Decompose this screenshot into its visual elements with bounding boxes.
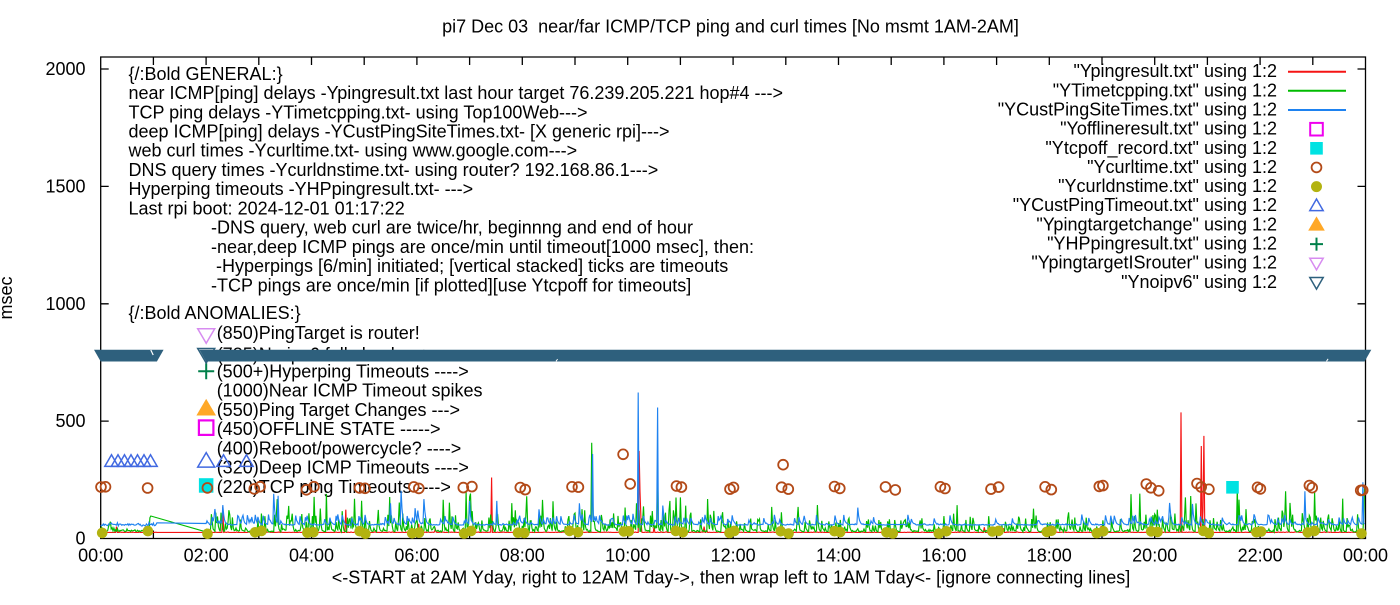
- svg-text:(1000)Near ICMP Timeout spikes: (1000)Near ICMP Timeout spikes: [217, 381, 483, 401]
- svg-text:(850)PingTarget is router!: (850)PingTarget is router!: [217, 323, 420, 343]
- svg-text:10:00: 10:00: [605, 546, 650, 566]
- svg-text:web curl times -Ycurltime.txt-: web curl times -Ycurltime.txt- using www…: [128, 141, 578, 161]
- svg-text:{/:Bold ANOMALIES:}: {/:Bold ANOMALIES:}: [129, 303, 301, 323]
- svg-text:(220)TCP ping Timeouts ---->: (220)TCP ping Timeouts ---->: [217, 477, 451, 497]
- svg-text:Last rpi boot: 2024-12-01 01:1: Last rpi boot: 2024-12-01 01:17:22: [129, 198, 405, 218]
- svg-text:02:00: 02:00: [184, 546, 229, 566]
- svg-text:16:00: 16:00: [921, 546, 966, 566]
- svg-text:04:00: 04:00: [289, 546, 334, 566]
- svg-text:DNS query times -Ycurldnstime.: DNS query times -Ycurldnstime.txt- using…: [129, 160, 659, 180]
- svg-text:00:00: 00:00: [1343, 546, 1388, 566]
- svg-text:-DNS query, web curl are twice: -DNS query, web curl are twice/hr, begin…: [211, 218, 693, 238]
- svg-text:1500: 1500: [45, 176, 85, 196]
- svg-text:0: 0: [75, 529, 85, 549]
- svg-text:"Ypingresult.txt" using 1:2: "Ypingresult.txt" using 1:2: [1073, 61, 1277, 81]
- svg-text:20:00: 20:00: [1132, 546, 1177, 566]
- svg-text:(400)Reboot/powercycle? ---->: (400)Reboot/powercycle? ---->: [217, 438, 462, 458]
- svg-text:"Ytcpoff_record.txt" using 1:2: "Ytcpoff_record.txt" using 1:2: [1045, 138, 1277, 159]
- svg-text:-Hyperpings [6/min] initiated;: -Hyperpings [6/min] initiated; [vertical…: [211, 256, 728, 276]
- svg-text:(500+)Hyperping Timeouts ---->: (500+)Hyperping Timeouts ---->: [217, 362, 469, 382]
- svg-text:pi7 Dec 03 near/far ICMP/TCP: pi7 Dec 03 near/far ICMP/TCP ping and cu…: [442, 16, 1019, 36]
- svg-text:12:00: 12:00: [711, 546, 756, 566]
- svg-text:14:00: 14:00: [816, 546, 861, 566]
- svg-text:(550)Ping Target Changes --->: (550)Ping Target Changes --->: [217, 400, 460, 420]
- svg-text:"YHPpingresult.txt" using 1:2: "YHPpingresult.txt" using 1:2: [1047, 234, 1277, 254]
- svg-text:"YTimetcpping.txt" using 1:2: "YTimetcpping.txt" using 1:2: [1053, 80, 1277, 100]
- svg-text:-near,deep ICMP pings are once: -near,deep ICMP pings are once/min until…: [211, 237, 754, 257]
- svg-text:2000: 2000: [45, 59, 85, 79]
- svg-text:500: 500: [55, 411, 85, 431]
- svg-text:"Yofflineresult.txt" using 1:2: "Yofflineresult.txt" using 1:2: [1060, 119, 1277, 139]
- svg-text:Hyperping timeouts -YHPpingres: Hyperping timeouts -YHPpingresult.txt- -…: [129, 179, 474, 199]
- svg-text:00:00: 00:00: [78, 546, 123, 566]
- svg-text:near ICMP[ping] delays -Ypingr: near ICMP[ping] delays -Ypingresult.txt …: [129, 83, 784, 103]
- svg-text:(320)Deep ICMP Timeouts ---->: (320)Deep ICMP Timeouts ---->: [217, 458, 469, 478]
- svg-text:"Ypingtargetchange" using 1:2: "Ypingtargetchange" using 1:2: [1036, 214, 1277, 234]
- svg-text:1000: 1000: [45, 294, 85, 314]
- svg-text:<-START at 2AM Yday, right to: <-START at 2AM Yday, right to 12AM Tday-…: [332, 568, 1131, 588]
- svg-text:"Ycurldnstime.txt" using 1:2: "Ycurldnstime.txt" using 1:2: [1058, 176, 1277, 196]
- svg-text:-TCP pings are once/min [if pl: -TCP pings are once/min [if plotted][use…: [211, 275, 691, 295]
- svg-text:TCP ping delays -YTimetcpping.: TCP ping delays -YTimetcpping.txt- using…: [129, 102, 588, 122]
- svg-text:"Ycurltime.txt" using 1:2: "Ycurltime.txt" using 1:2: [1087, 157, 1277, 177]
- svg-text:"YpingtargetISrouter" using 1:: "YpingtargetISrouter" using 1:2: [1031, 253, 1277, 273]
- svg-text:(450)OFFLINE STATE ----->: (450)OFFLINE STATE ----->: [217, 419, 441, 439]
- svg-text:{/:Bold GENERAL:}: {/:Bold GENERAL:}: [129, 64, 283, 84]
- svg-text:18:00: 18:00: [1027, 546, 1072, 566]
- svg-text:08:00: 08:00: [500, 546, 545, 566]
- svg-text:msec: msec: [0, 276, 16, 319]
- svg-text:22:00: 22:00: [1238, 546, 1283, 566]
- svg-text:deep ICMP[ping] delays -YCustP: deep ICMP[ping] delays -YCustPingSiteTim…: [129, 122, 670, 142]
- svg-text:"YCustPingTimeout.txt" using 1: "YCustPingTimeout.txt" using 1:2: [1013, 195, 1277, 215]
- svg-text:06:00: 06:00: [394, 546, 439, 566]
- svg-text:"YCustPingSiteTimes.txt" using: "YCustPingSiteTimes.txt" using 1:2: [998, 100, 1277, 120]
- svg-text:"Ynoipv6" using 1:2: "Ynoipv6" using 1:2: [1121, 272, 1277, 292]
